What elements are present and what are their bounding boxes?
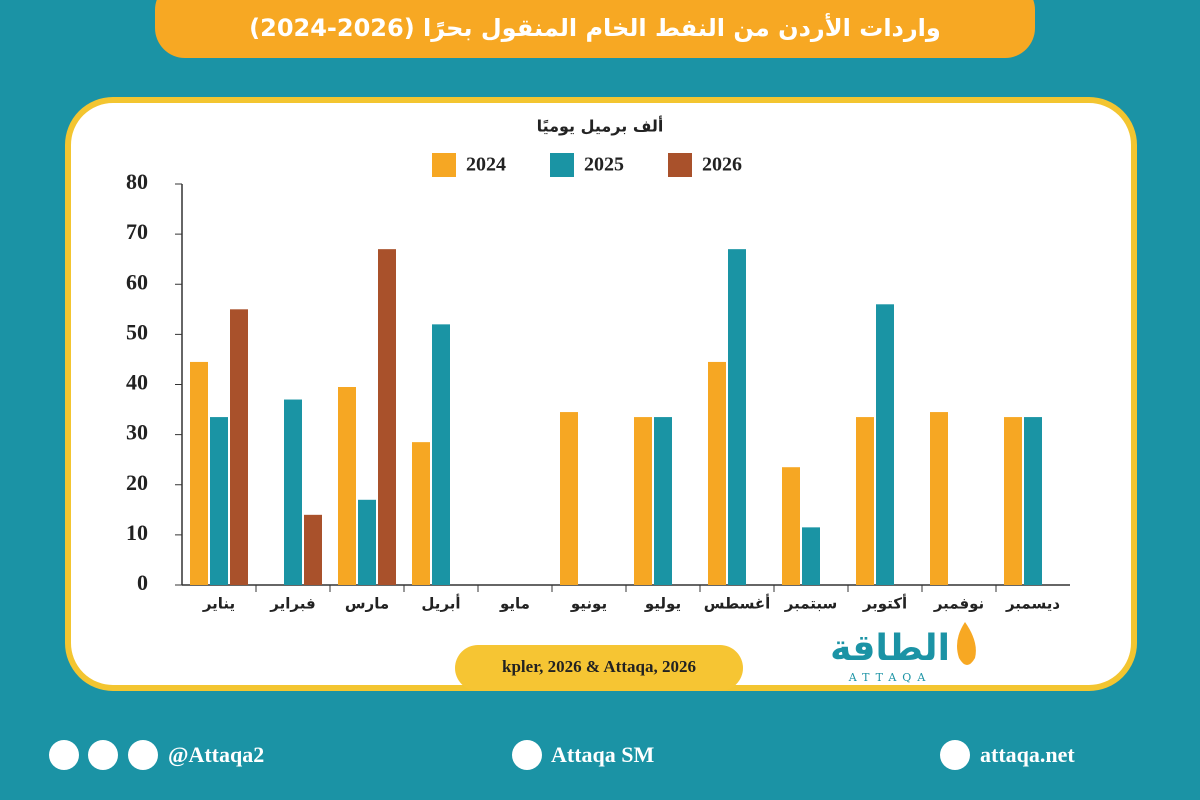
logo-name: الطاقة: [830, 628, 950, 669]
bar: [284, 399, 302, 585]
bar: [378, 249, 396, 585]
web-icon: [940, 740, 970, 770]
bar: [230, 309, 248, 585]
footer-youtube: Attaqa SM: [551, 742, 655, 767]
bar: [560, 412, 578, 585]
x-tick-label: فبراير: [269, 595, 315, 613]
footer-social: @Attaqa2: [168, 742, 264, 767]
source-pill: [455, 645, 743, 691]
bar: [210, 417, 228, 585]
y-tick-label: 60: [126, 269, 148, 294]
source: kpler, 2026 & Attaqa, 2026: [502, 657, 696, 676]
x-tick-label: يونيو: [570, 595, 607, 613]
x-tick-label: يوليو: [644, 595, 681, 613]
y-tick-label: 50: [126, 319, 148, 344]
legend-label: 2026: [702, 154, 742, 176]
x-tick-label: أغسطس: [704, 594, 770, 613]
x-tick-label: يناير: [202, 595, 235, 613]
bar: [1024, 417, 1042, 585]
bar: [338, 387, 356, 585]
instagram-icon: [88, 740, 118, 770]
bar: [654, 417, 672, 585]
x-tick-label: نوفمبر: [933, 595, 984, 613]
chart-title: واردات الأردن من النفط الخام المنقول بحر…: [249, 13, 941, 42]
bar: [930, 412, 948, 585]
x-tick-label: مايو: [499, 595, 530, 613]
bar: [1004, 417, 1022, 585]
y-tick-label: 0: [137, 570, 148, 595]
logo-icon: [957, 622, 976, 665]
legend-swatch: [432, 153, 456, 177]
x-tick-label: أكتوبر: [862, 594, 907, 613]
bar: [876, 304, 894, 585]
bar: [432, 324, 450, 585]
bar: [412, 442, 430, 585]
x-tick-label: أبريل: [421, 594, 460, 613]
youtube-icon: [512, 740, 542, 770]
unit-label: ألف برميل يوميًا: [537, 116, 664, 136]
bar: [634, 417, 652, 585]
x-tick-label: سبتمبر: [784, 595, 838, 613]
legend-label: 2024: [466, 154, 506, 176]
bar: [304, 514, 322, 585]
legend-label: 2025: [584, 154, 624, 176]
y-tick-label: 20: [126, 470, 148, 495]
title-banner: [155, 0, 1035, 58]
logo-latin: ATTAQA: [848, 671, 932, 684]
y-tick-label: 40: [126, 370, 148, 395]
footer-website: attaqa.net: [980, 742, 1075, 767]
y-tick-label: 30: [126, 420, 148, 445]
bar: [802, 527, 820, 585]
legend-swatch: [668, 153, 692, 177]
facebook-icon: [128, 740, 158, 770]
bar: [728, 249, 746, 585]
y-tick-label: 70: [126, 219, 148, 244]
y-tick-label: 10: [126, 520, 148, 545]
y-tick-label: 80: [126, 169, 148, 194]
bar: [782, 467, 800, 585]
bar: [856, 417, 874, 585]
legend-swatch: [550, 153, 574, 177]
x-tick-label: مارس: [345, 595, 389, 613]
footer-icons: [49, 740, 970, 770]
x-icon: [49, 740, 79, 770]
bar: [708, 361, 726, 585]
bar: [190, 361, 208, 585]
x-tick-label: ديسمبر: [1005, 595, 1060, 613]
bar: [358, 499, 376, 585]
